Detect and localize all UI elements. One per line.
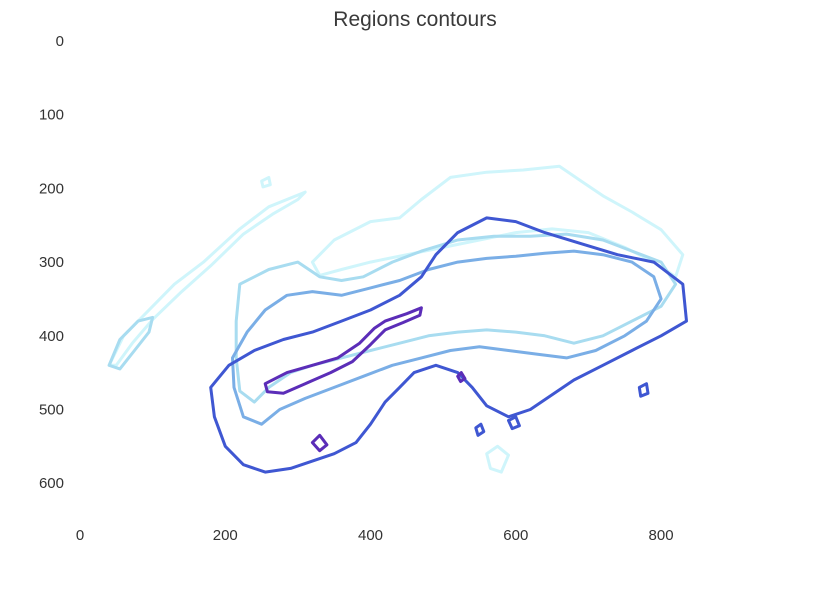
contour-line-level-2 [234, 232, 678, 404]
x-tick-label: 400 [358, 527, 383, 544]
contour-line-level-1 [260, 175, 272, 189]
contour-line-level-3 [231, 249, 663, 426]
contour-line-level-2 [107, 315, 155, 371]
contour-line-level-5 [263, 306, 423, 395]
y-tick-label: 0 [56, 33, 64, 50]
contour-line-level-1 [485, 444, 510, 474]
y-tick-label: 300 [39, 254, 64, 271]
contour-line-level-5 [456, 371, 467, 383]
x-tick-label: 800 [649, 527, 674, 544]
y-axis-ticks: 0 100 200 300 400 500 600 [39, 33, 64, 492]
y-tick-label: 100 [39, 107, 64, 124]
contour-line-level-5 [310, 433, 329, 453]
x-tick-label: 200 [213, 527, 238, 544]
contour-line-level-4 [474, 422, 486, 437]
chart-title: Regions contours [333, 8, 497, 31]
y-tick-label: 400 [39, 328, 64, 345]
contour-line-level-4 [209, 216, 688, 474]
y-tick-label: 600 [39, 475, 64, 492]
x-tick-label: 600 [503, 527, 528, 544]
contour-line-level-4 [637, 382, 650, 398]
x-tick-label: 0 [76, 527, 84, 544]
plot-area [107, 164, 688, 474]
x-axis-ticks: 0 200 400 600 800 [76, 527, 674, 544]
contour-line-level-1 [107, 190, 307, 367]
contour-line-level-4 [507, 415, 521, 431]
y-tick-label: 200 [39, 180, 64, 197]
y-tick-label: 500 [39, 401, 64, 418]
